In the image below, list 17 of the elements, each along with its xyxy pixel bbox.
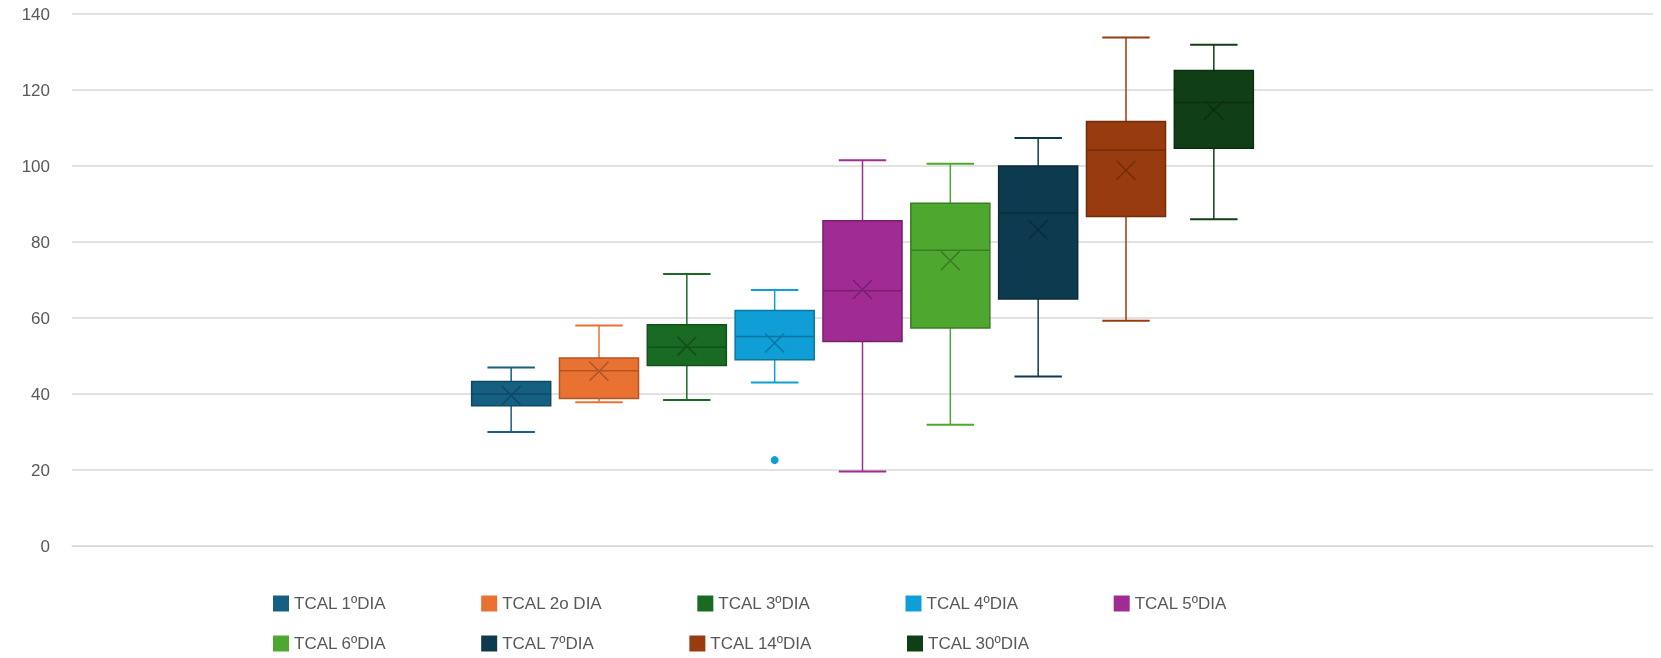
y-tick-label: 40 [31,384,50,404]
legend-label: TCAL 6ºDIA [294,634,387,653]
y-tick-label: 80 [31,232,50,252]
legend-label: TCAL 14ºDIA [710,634,813,653]
legend-label: TCAL 7ºDIA [502,634,595,653]
y-tick-label: 120 [21,80,50,100]
legend-label: TCAL 4ºDIA [926,594,1019,613]
y-tick-label: 100 [21,156,50,176]
legend-label: TCAL 5ºDIA [1134,594,1227,613]
legend-label: TCAL 2o DIA [502,594,603,613]
legend-label: TCAL 30ºDIA [928,634,1030,653]
y-tick-label: 60 [31,308,50,328]
y-tick-label: 20 [31,460,50,480]
legend-label: TCAL 3ºDIA [718,594,811,613]
y-tick-label: 140 [21,4,50,24]
legend-label: TCAL 1ºDIA [294,594,387,613]
y-tick-label: 0 [40,536,50,556]
